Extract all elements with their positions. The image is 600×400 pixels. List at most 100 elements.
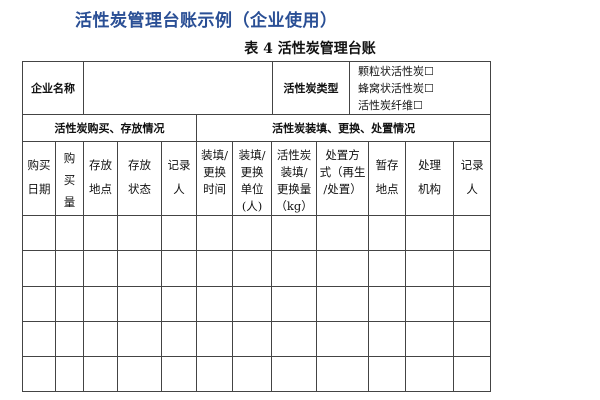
table-cell[interactable] <box>316 215 370 251</box>
table-cell[interactable] <box>160 356 198 392</box>
column-header-line: 装填/ <box>280 165 308 179</box>
table-cell[interactable] <box>405 321 455 357</box>
table-cell[interactable] <box>453 321 492 357</box>
column-header-line: （kg） <box>275 199 313 213</box>
table-row <box>22 356 492 392</box>
table-cell[interactable] <box>22 356 56 392</box>
carbon-type-option-fiber[interactable]: 活性炭纤维☐ <box>358 98 423 112</box>
table-cell[interactable] <box>55 356 84 392</box>
table-cell[interactable] <box>271 356 318 392</box>
column-header-line: 处置方 <box>325 148 360 162</box>
table-row <box>22 286 492 322</box>
carbon-type-label: 活性炭类型 <box>272 61 350 115</box>
column-header: 暂存地点 <box>368 141 407 216</box>
table-cell[interactable] <box>232 321 273 357</box>
column-header-line: (人) <box>241 199 263 213</box>
table-cell[interactable] <box>405 215 455 251</box>
column-header-text: 记录人 <box>460 158 484 196</box>
column-header-line: 单位 <box>240 182 264 196</box>
table-cell[interactable] <box>453 250 492 287</box>
table-cell[interactable] <box>368 356 407 392</box>
table-cell[interactable] <box>196 286 234 322</box>
section-fill-replace-dispose: 活性炭装填、更换、处置情况 <box>196 114 492 142</box>
column-header: 记录人 <box>160 141 198 216</box>
table-row <box>22 321 492 357</box>
table-cell[interactable] <box>55 321 84 357</box>
table-cell[interactable] <box>196 356 234 392</box>
ledger-table: 活性炭购买、存放情况 活性炭装填、更换、处置情况 购买日期 购买量 存放地点 存放状态… <box>21 114 492 392</box>
company-name-field[interactable] <box>83 61 273 115</box>
table-cell[interactable] <box>316 356 370 392</box>
table-cell[interactable] <box>232 356 273 392</box>
page-title: 活性炭管理台账示例（企业使用） <box>75 11 338 31</box>
table-cell[interactable] <box>83 286 118 322</box>
table-cell[interactable] <box>83 321 118 357</box>
company-info-table: 企业名称 活性炭类型 颗粒状活性炭☐ 蜂窝状活性炭☐ 活性炭纤维☐ <box>22 61 491 115</box>
column-header: 处理机构 <box>405 141 455 216</box>
table-cell[interactable] <box>232 286 273 322</box>
table-cell[interactable] <box>55 215 84 251</box>
table-cell[interactable] <box>405 356 455 392</box>
table-cell[interactable] <box>271 286 318 322</box>
table-cell[interactable] <box>368 286 407 322</box>
carbon-type-option-granular[interactable]: 颗粒状活性炭☐ <box>358 64 434 78</box>
company-name-label: 企业名称 <box>22 61 84 115</box>
table-cell[interactable] <box>453 286 492 322</box>
table-row <box>22 250 492 287</box>
table-cell[interactable] <box>83 215 118 251</box>
column-header-line: 活性炭 <box>276 148 312 162</box>
column-header: 购买量 <box>55 141 84 216</box>
table-cell[interactable] <box>117 215 162 251</box>
column-header-text: 记录人 <box>167 158 191 196</box>
column-header-line: /处置） <box>323 182 362 196</box>
table-cell[interactable] <box>368 250 407 287</box>
carbon-type-option-honeycomb[interactable]: 蜂窝状活性炭☐ <box>358 81 434 95</box>
table-cell[interactable] <box>271 215 318 251</box>
table-cell[interactable] <box>160 215 198 251</box>
table-cell[interactable] <box>271 250 318 287</box>
table-cell[interactable] <box>368 321 407 357</box>
table-cell[interactable] <box>117 286 162 322</box>
table-cell[interactable] <box>405 250 455 287</box>
table-cell[interactable] <box>22 250 56 287</box>
table-cell[interactable] <box>22 321 56 357</box>
table-caption: 表 4 活性炭管理台账 <box>244 41 376 57</box>
column-header-line: 装填/ <box>238 148 266 162</box>
table-cell[interactable] <box>453 356 492 392</box>
column-header-text: 购买日期 <box>27 158 51 196</box>
table-cell[interactable] <box>368 215 407 251</box>
table-cell[interactable] <box>316 286 370 322</box>
table-cell[interactable] <box>316 321 370 357</box>
table-cell[interactable] <box>316 250 370 287</box>
table-cell[interactable] <box>271 321 318 357</box>
table-cell[interactable] <box>160 286 198 322</box>
table-cell[interactable] <box>160 250 198 287</box>
table-cell[interactable] <box>117 356 162 392</box>
table-row <box>22 215 492 251</box>
table-cell[interactable] <box>55 286 84 322</box>
column-header: 存放地点 <box>83 141 118 216</box>
table-cell[interactable] <box>117 250 162 287</box>
table-cell[interactable] <box>196 250 234 287</box>
column-header-text: 存放地点 <box>89 158 112 196</box>
table-cell[interactable] <box>83 356 118 392</box>
column-header-line: 更换 <box>203 165 227 179</box>
column-header-line: 更换 <box>240 165 264 179</box>
table-cell[interactable] <box>22 215 56 251</box>
column-header: 处置方式（再生/处置） <box>316 141 370 216</box>
table-cell[interactable] <box>196 321 234 357</box>
table-cell[interactable] <box>22 286 56 322</box>
table-cell[interactable] <box>453 215 492 251</box>
table-cell[interactable] <box>405 286 455 322</box>
column-header-text: 暂存地点 <box>375 158 399 196</box>
table-cell[interactable] <box>232 250 273 287</box>
column-header-line: 式（再生 <box>319 165 366 179</box>
table-cell[interactable] <box>232 215 273 251</box>
table-cell[interactable] <box>83 250 118 287</box>
column-header-text: 存放状态 <box>128 158 151 196</box>
table-cell[interactable] <box>55 250 84 287</box>
table-cell[interactable] <box>117 321 162 357</box>
column-header-line: 更换量 <box>276 182 312 196</box>
table-cell[interactable] <box>196 215 234 251</box>
table-cell[interactable] <box>160 321 198 357</box>
